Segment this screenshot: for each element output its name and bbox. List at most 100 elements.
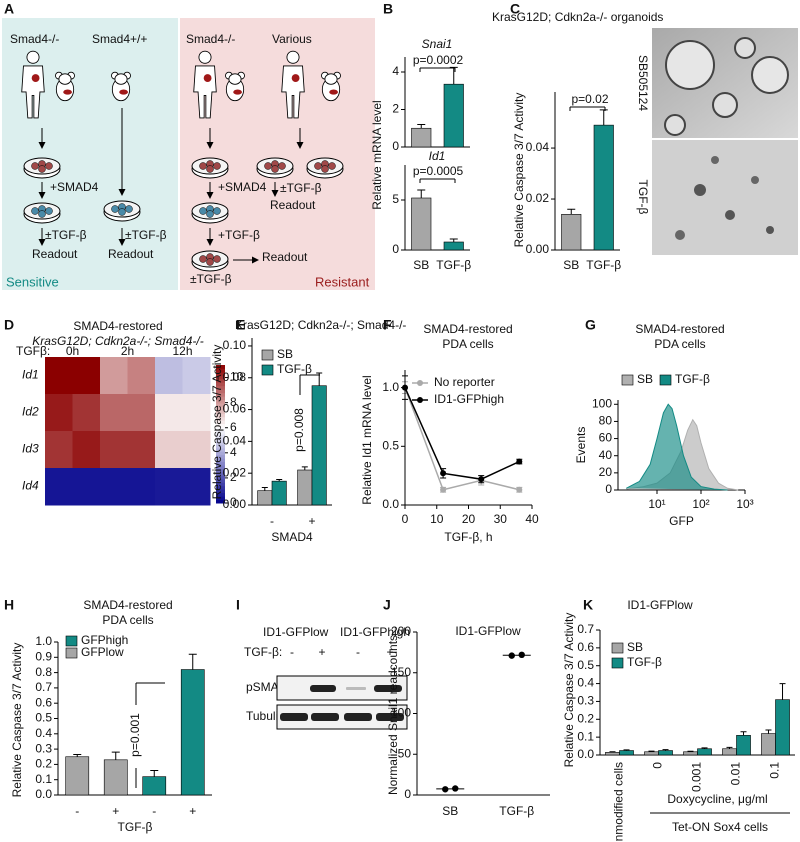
debris: [766, 226, 774, 234]
chart-title: PDA cells: [102, 613, 153, 627]
legend-swatch: [261, 364, 274, 376]
bar: [65, 756, 90, 796]
panel-letter: G: [585, 317, 596, 333]
x-axis-title: SMAD4: [271, 530, 313, 544]
bar: [683, 751, 698, 756]
y-tick-label: 20: [599, 465, 613, 479]
x-axis-title: TGF-β, h: [444, 530, 492, 544]
dish-icon: [256, 157, 294, 179]
colorbar-label: 2: [230, 470, 237, 484]
colorbar-slice: [216, 489, 225, 494]
x-tick-label: SB: [442, 804, 458, 818]
error-bar: [276, 479, 283, 482]
chart-title: KrasG12D; Cdkn2a-/-; Smad4-/-: [235, 318, 406, 332]
group-label: Sensitive: [6, 274, 59, 289]
heat-cell: [155, 431, 183, 469]
legend-swatch: [417, 380, 423, 386]
colorbar-slice: [216, 371, 225, 376]
heat-cell: [182, 357, 211, 395]
y-axis-title: Relative Caspase 3/7 Activity: [10, 643, 24, 798]
point: [516, 458, 523, 465]
x-tick-label: SB: [563, 258, 579, 272]
lane-label: +: [386, 645, 393, 659]
bar: [271, 480, 287, 506]
genotype: Smad4-/-: [10, 32, 59, 46]
x-tick-label: +: [112, 804, 119, 818]
chart-title: PDA cells: [442, 337, 493, 351]
colorbar-label: 4: [230, 445, 237, 459]
blot-row: Tubulin: [246, 709, 285, 723]
y-axis-title: Events: [574, 427, 588, 464]
x-axis-title: Doxycycline, μg/ml: [667, 792, 767, 806]
legend-label: SB: [637, 372, 653, 386]
step-label: ±TGF-β: [45, 228, 87, 242]
y-tick-label: 80: [599, 414, 613, 428]
y-tick-label: 0.0: [382, 497, 399, 511]
colorbar-slice: [216, 444, 225, 449]
column-label: TGFβ:: [16, 344, 50, 358]
group-label: Resistant: [315, 274, 370, 289]
colorbar-slice: [216, 475, 225, 480]
dish-icon: [191, 202, 229, 224]
chart-title: ID1-GFPlow: [627, 598, 693, 612]
y-tick-label: 0.4: [35, 726, 52, 740]
y-tick-label: 0.04: [526, 140, 550, 154]
line: [404, 387, 520, 480]
y-tick-label: 200: [391, 624, 411, 638]
y-tick-label: 0.3: [35, 741, 52, 755]
panel-letter: C: [510, 1, 520, 17]
legend-swatch: [261, 349, 274, 361]
genotype: Smad4-/-: [186, 32, 235, 46]
y-tick-label: 0.2: [35, 757, 52, 771]
y-tick-label: 0.0: [577, 747, 594, 761]
x-tick-label: 0.001: [690, 762, 704, 792]
error-bar: [111, 751, 120, 760]
chart-title: Snai1: [422, 37, 453, 51]
chart-title: KrasG12D; Cdkn2a-/- organoids: [492, 10, 663, 24]
panel-letter: H: [4, 597, 14, 613]
bar: [103, 759, 128, 796]
y-tick-label: 5: [392, 192, 399, 206]
step-label: Readout: [270, 198, 316, 212]
heat-cell: [127, 357, 156, 395]
heat-cell: [182, 468, 211, 506]
micrograph: [652, 140, 798, 255]
colorbar-slice: [216, 392, 225, 397]
colorbar-label: 8: [230, 395, 237, 409]
y-tick-label: 1.0: [382, 380, 399, 394]
legend-label: TGF-β: [675, 372, 710, 386]
bar: [644, 751, 659, 756]
y-tick-label: 1.0: [35, 634, 52, 648]
colorbar-slice: [216, 416, 225, 421]
y-axis-title: Relative Caspase 3/7 Activity: [512, 93, 526, 248]
y-tick-label: 0.02: [526, 191, 550, 205]
y-tick-label: 0.02: [223, 465, 247, 479]
chart-title: PDA cells: [654, 337, 705, 351]
organoid: [734, 37, 756, 59]
y-tick-label: 0.1: [577, 729, 594, 743]
heat-cell: [45, 357, 73, 395]
legend-label: GFPhigh: [81, 633, 128, 647]
colorbar-slice: [216, 378, 225, 383]
dish-icon: [191, 250, 229, 272]
y-axis-title: Normalized Snail1 readcounts: [386, 635, 400, 795]
x-tick-label: 0: [402, 512, 409, 526]
heat-cell: [127, 431, 156, 469]
heat-cell: [72, 468, 101, 506]
error-bar: [73, 753, 82, 757]
x-tick-label: +: [308, 514, 315, 528]
heat-cell: [100, 357, 128, 395]
panel-letter: I: [236, 597, 240, 613]
chart-title: Id1: [429, 149, 446, 163]
legend-swatch: [65, 635, 78, 647]
band: [374, 685, 402, 692]
colorbar-slice: [216, 375, 225, 380]
error-bar: [701, 747, 708, 749]
x-tick-label: 10¹: [648, 497, 665, 511]
blot-strip: [276, 675, 408, 701]
chart-title: ID1-GFPlow: [455, 624, 521, 638]
error-bar: [599, 109, 608, 126]
heat-cell: [127, 394, 156, 432]
y-tick-label: 0.5: [577, 658, 594, 672]
